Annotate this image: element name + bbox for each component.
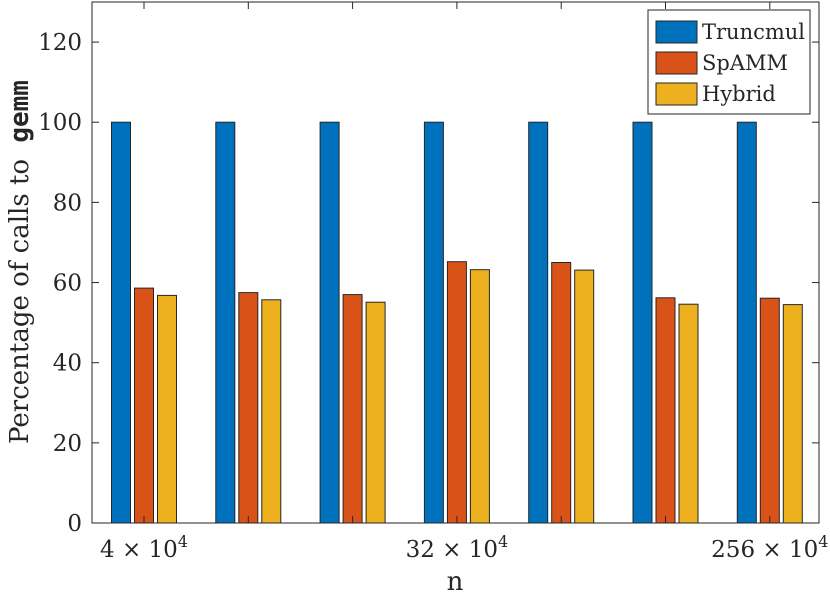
x-tick-label: 4 × 104 — [100, 532, 188, 563]
legend-label-hybrid: Hybrid — [702, 82, 776, 106]
y-tick-label: 20 — [53, 431, 82, 457]
y-tick-label: 0 — [67, 511, 82, 537]
x-tick-label-exponent: 4 — [178, 532, 188, 551]
x-tick-label-base: 256 × 10 — [711, 537, 818, 563]
bar-spamm-5 — [655, 297, 676, 524]
x-tick-label: 256 × 104 — [711, 532, 828, 563]
plot-frame — [91, 1, 820, 524]
bar-hybrid-1 — [261, 299, 282, 524]
bar-hybrid-5 — [678, 303, 699, 524]
bar-hybrid-3 — [469, 269, 490, 524]
bar-hybrid-4 — [574, 269, 595, 524]
x-tick-label-exponent: 4 — [818, 532, 828, 551]
legend-swatch-hybrid — [655, 82, 698, 106]
bar-spamm-6 — [759, 297, 780, 524]
legend-label-truncmul: Truncmul — [702, 20, 805, 44]
bar-truncmul-2 — [319, 121, 340, 524]
legend-swatch-spamm — [655, 51, 698, 75]
bar-spamm-0 — [134, 287, 154, 524]
y-axis-label-text: Percentage of calls to — [5, 159, 35, 444]
x-tick-label-exponent: 4 — [498, 532, 508, 551]
legend-swatch-truncmul — [655, 20, 698, 44]
bar-hybrid-0 — [157, 294, 177, 524]
bar-truncmul-0 — [111, 121, 131, 524]
y-tick-label: 40 — [53, 351, 82, 377]
y-axis-label-code: gemm — [5, 80, 35, 143]
legend-label-spamm: SpAMM — [702, 51, 788, 75]
x-axis-ticks: 4 × 104 32 × 104 256 × 104 — [100, 2, 828, 563]
legend: Truncmul SpAMM Hybrid — [647, 9, 811, 115]
bar-spamm-2 — [342, 294, 363, 524]
bar-spamm-4 — [551, 262, 572, 524]
x-axis-label: n — [447, 567, 464, 597]
y-axis-ticks: 0 20 40 60 80 100 120 — [38, 30, 819, 537]
x-tick-label-base: 32 × 10 — [406, 537, 498, 563]
y-tick-label: 120 — [38, 30, 82, 56]
y-tick-label: 100 — [38, 110, 82, 136]
y-tick-label: 60 — [53, 271, 82, 297]
y-tick-label: 80 — [53, 190, 82, 216]
x-tick-label: 32 × 104 — [406, 532, 509, 563]
y-axis-label: Percentage of calls to gemm — [5, 80, 35, 444]
x-tick-label-base: 4 × 10 — [100, 537, 178, 563]
bar-hybrid-6 — [782, 304, 803, 524]
bar-truncmul-3 — [423, 121, 444, 524]
bar-truncmul-1 — [215, 121, 236, 524]
bars-group — [111, 121, 803, 524]
bar-truncmul-4 — [528, 121, 549, 524]
bar-truncmul-6 — [736, 121, 757, 524]
bar-hybrid-2 — [365, 301, 386, 524]
bar-spamm-3 — [446, 261, 467, 524]
bar-spamm-1 — [238, 292, 259, 524]
bar-truncmul-5 — [632, 121, 653, 524]
